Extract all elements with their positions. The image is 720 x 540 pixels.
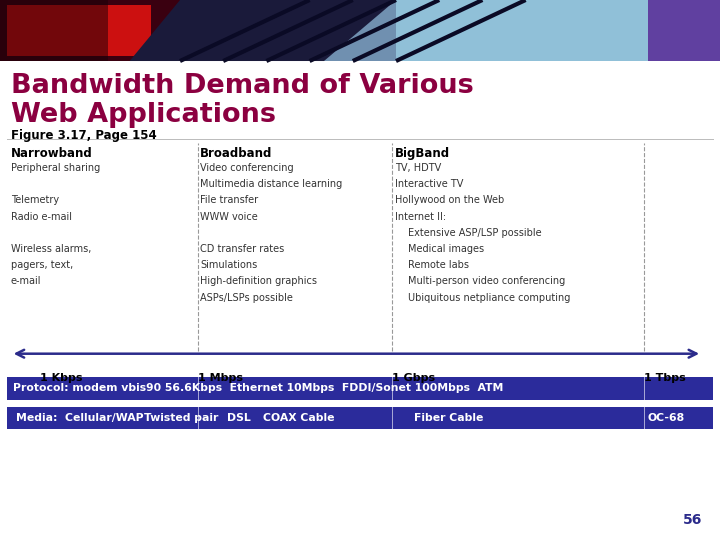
Bar xyxy=(7,5,151,56)
Text: Multi-person video conferencing: Multi-person video conferencing xyxy=(408,276,564,287)
Text: e-mail: e-mail xyxy=(11,276,41,287)
Text: Bandwidth Demand of Various: Bandwidth Demand of Various xyxy=(11,73,474,99)
Text: Radio e-mail: Radio e-mail xyxy=(11,212,72,222)
Text: Multimedia distance learning: Multimedia distance learning xyxy=(200,179,343,190)
Text: OC-68: OC-68 xyxy=(648,413,685,423)
Bar xyxy=(324,0,720,61)
Text: Figure 3.17, Page 154: Figure 3.17, Page 154 xyxy=(11,129,156,141)
Text: Peripheral sharing: Peripheral sharing xyxy=(11,163,100,173)
Text: Telemetry: Telemetry xyxy=(11,195,59,206)
Text: Simulations: Simulations xyxy=(200,260,258,271)
Text: pagers, text,: pagers, text, xyxy=(11,260,73,271)
Text: Hollywood on the Web: Hollywood on the Web xyxy=(395,195,504,206)
Text: Video conferencing: Video conferencing xyxy=(200,163,294,173)
Text: Fiber Cable: Fiber Cable xyxy=(414,413,483,423)
Text: File transfer: File transfer xyxy=(200,195,258,206)
Text: Protocol: modem vbis90 56.6Kbps  Ethernet 10Mbps  FDDI/Sonet 100Mbps  ATM: Protocol: modem vbis90 56.6Kbps Ethernet… xyxy=(13,383,503,393)
Text: Remote labs: Remote labs xyxy=(408,260,469,271)
Text: Interactive TV: Interactive TV xyxy=(395,179,463,190)
Text: 1 Gbps: 1 Gbps xyxy=(392,373,436,383)
Text: Media:  Cellular/WAP: Media: Cellular/WAP xyxy=(16,413,143,423)
Text: 1 Kbps: 1 Kbps xyxy=(40,373,82,383)
Bar xyxy=(7,377,713,400)
Text: CD transfer rates: CD transfer rates xyxy=(200,244,284,254)
Text: BigBand: BigBand xyxy=(395,147,450,160)
Text: TV, HDTV: TV, HDTV xyxy=(395,163,441,173)
Text: 1 Tbps: 1 Tbps xyxy=(644,373,686,383)
Text: WWW voice: WWW voice xyxy=(200,212,258,222)
Bar xyxy=(0,0,230,61)
Text: 1 Mbps: 1 Mbps xyxy=(198,373,243,383)
Text: ASPs/LSPs possible: ASPs/LSPs possible xyxy=(200,293,293,303)
Text: Ubiquitous netpliance computing: Ubiquitous netpliance computing xyxy=(408,293,570,303)
Text: Broadband: Broadband xyxy=(200,147,273,160)
Polygon shape xyxy=(130,0,396,61)
Bar xyxy=(7,407,713,429)
Text: High-definition graphics: High-definition graphics xyxy=(200,276,318,287)
Text: COAX Cable: COAX Cable xyxy=(263,413,334,423)
Text: Internet II:: Internet II: xyxy=(395,212,446,222)
Text: Narrowband: Narrowband xyxy=(11,147,93,160)
Text: Wireless alarms,: Wireless alarms, xyxy=(11,244,91,254)
Text: Medical images: Medical images xyxy=(408,244,484,254)
Text: Web Applications: Web Applications xyxy=(11,102,276,127)
Text: DSL: DSL xyxy=(227,413,251,423)
Text: Extensive ASP/LSP possible: Extensive ASP/LSP possible xyxy=(408,228,541,238)
Text: Twisted pair: Twisted pair xyxy=(144,413,218,423)
Bar xyxy=(396,0,648,61)
Bar xyxy=(0,0,108,61)
Text: 56: 56 xyxy=(683,512,702,526)
Bar xyxy=(648,0,720,61)
